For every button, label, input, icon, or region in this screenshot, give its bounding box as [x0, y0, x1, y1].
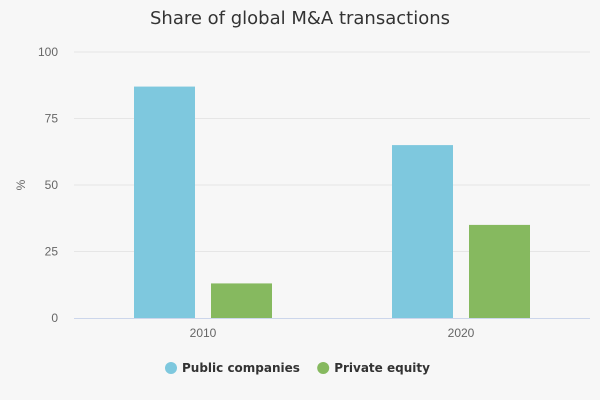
- legend-item-private-equity[interactable]: Private equity: [317, 361, 430, 375]
- bar-public-companies-2020[interactable]: [392, 145, 453, 318]
- x-tick-label: 2010: [190, 326, 217, 340]
- legend-label: Private equity: [334, 361, 430, 375]
- x-tick-label: 2020: [448, 326, 475, 340]
- bar-public-companies-2010[interactable]: [134, 86, 195, 318]
- legend-marker: [165, 362, 177, 374]
- bar-private-equity-2020[interactable]: [469, 224, 530, 318]
- legend-label: Public companies: [182, 361, 300, 375]
- bars: [134, 86, 530, 318]
- x-axis-ticks: 2010 2020: [190, 326, 475, 340]
- bar-private-equity-2010[interactable]: [211, 283, 272, 318]
- y-tick-label: 0: [51, 311, 58, 325]
- y-axis-title: %: [14, 179, 28, 190]
- y-tick-label: 25: [45, 245, 59, 259]
- legend: Public companies Private equity: [165, 361, 430, 375]
- y-tick-label: 75: [45, 112, 59, 126]
- legend-marker: [317, 362, 330, 374]
- chart-title: Share of global M&A transactions: [150, 8, 450, 29]
- y-tick-label: 50: [45, 178, 59, 192]
- y-axis-ticks: 0 25 50 75 100: [38, 45, 58, 325]
- legend-item-public-companies[interactable]: Public companies: [165, 361, 300, 375]
- y-tick-label: 100: [38, 45, 58, 59]
